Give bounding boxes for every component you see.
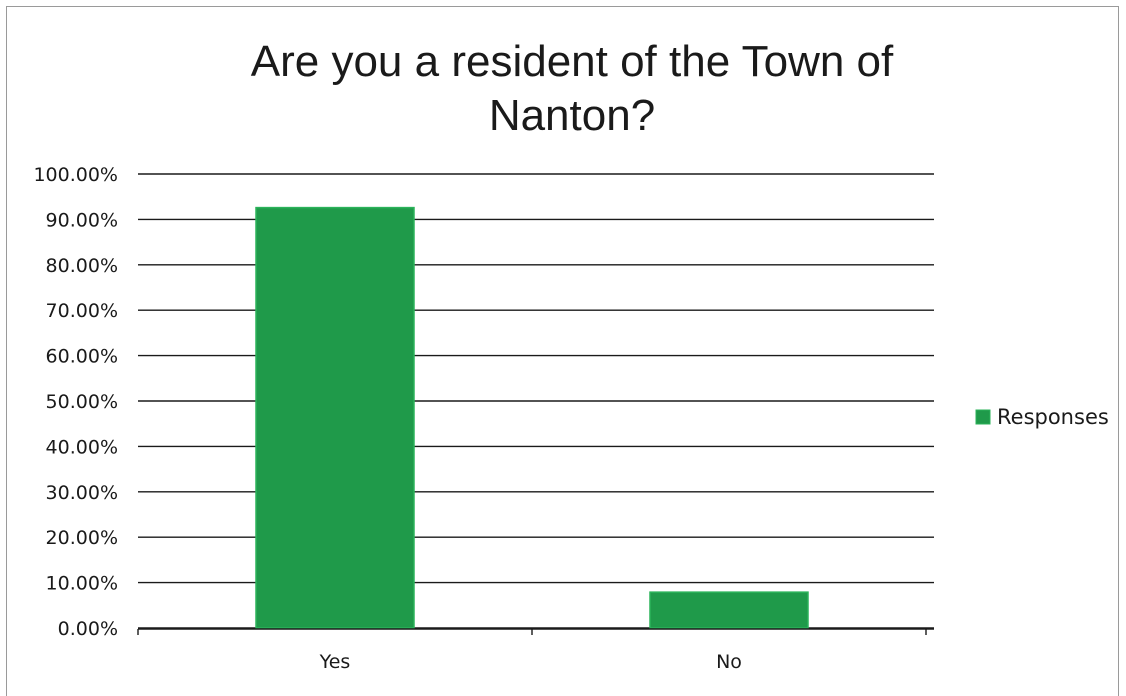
x-category-label: Yes: [319, 651, 351, 673]
legend-swatch: [975, 409, 991, 425]
y-tick-label: 60.00%: [46, 346, 118, 368]
y-axis-tick-labels: 0.00% 10.00% 20.00% 30.00% 40.00% 50.00% 60.00…: [33, 164, 118, 640]
y-tick-label: 30.00%: [46, 482, 118, 504]
y-tick-label: 20.00%: [46, 527, 118, 549]
x-axis: [137, 628, 934, 635]
y-tick-label: 80.00%: [46, 255, 118, 277]
bar-yes: [255, 206, 415, 629]
legend: Responses: [975, 405, 1109, 429]
y-tick-label: 40.00%: [46, 436, 118, 458]
y-tick-label: 10.00%: [46, 573, 118, 595]
y-tick-label: 70.00%: [46, 300, 118, 322]
bars: [255, 206, 809, 629]
legend-label: Responses: [997, 405, 1109, 429]
y-tick-label: 100.00%: [33, 164, 118, 186]
chart-title-line-1: Are you a resident of the Town of: [251, 37, 894, 86]
y-tick-label: 90.00%: [46, 209, 118, 231]
bar-no: [649, 591, 809, 629]
y-tick-label: 50.00%: [46, 391, 118, 413]
chart-title-line-2: Nanton?: [489, 91, 655, 140]
chart-title: Are you a resident of the Town of Nanton…: [251, 37, 894, 140]
x-category-label: No: [716, 651, 742, 673]
chart-frame: [6, 6, 1119, 696]
y-tick-label: 0.00%: [58, 618, 118, 640]
x-axis-category-labels: Yes No: [319, 651, 742, 673]
